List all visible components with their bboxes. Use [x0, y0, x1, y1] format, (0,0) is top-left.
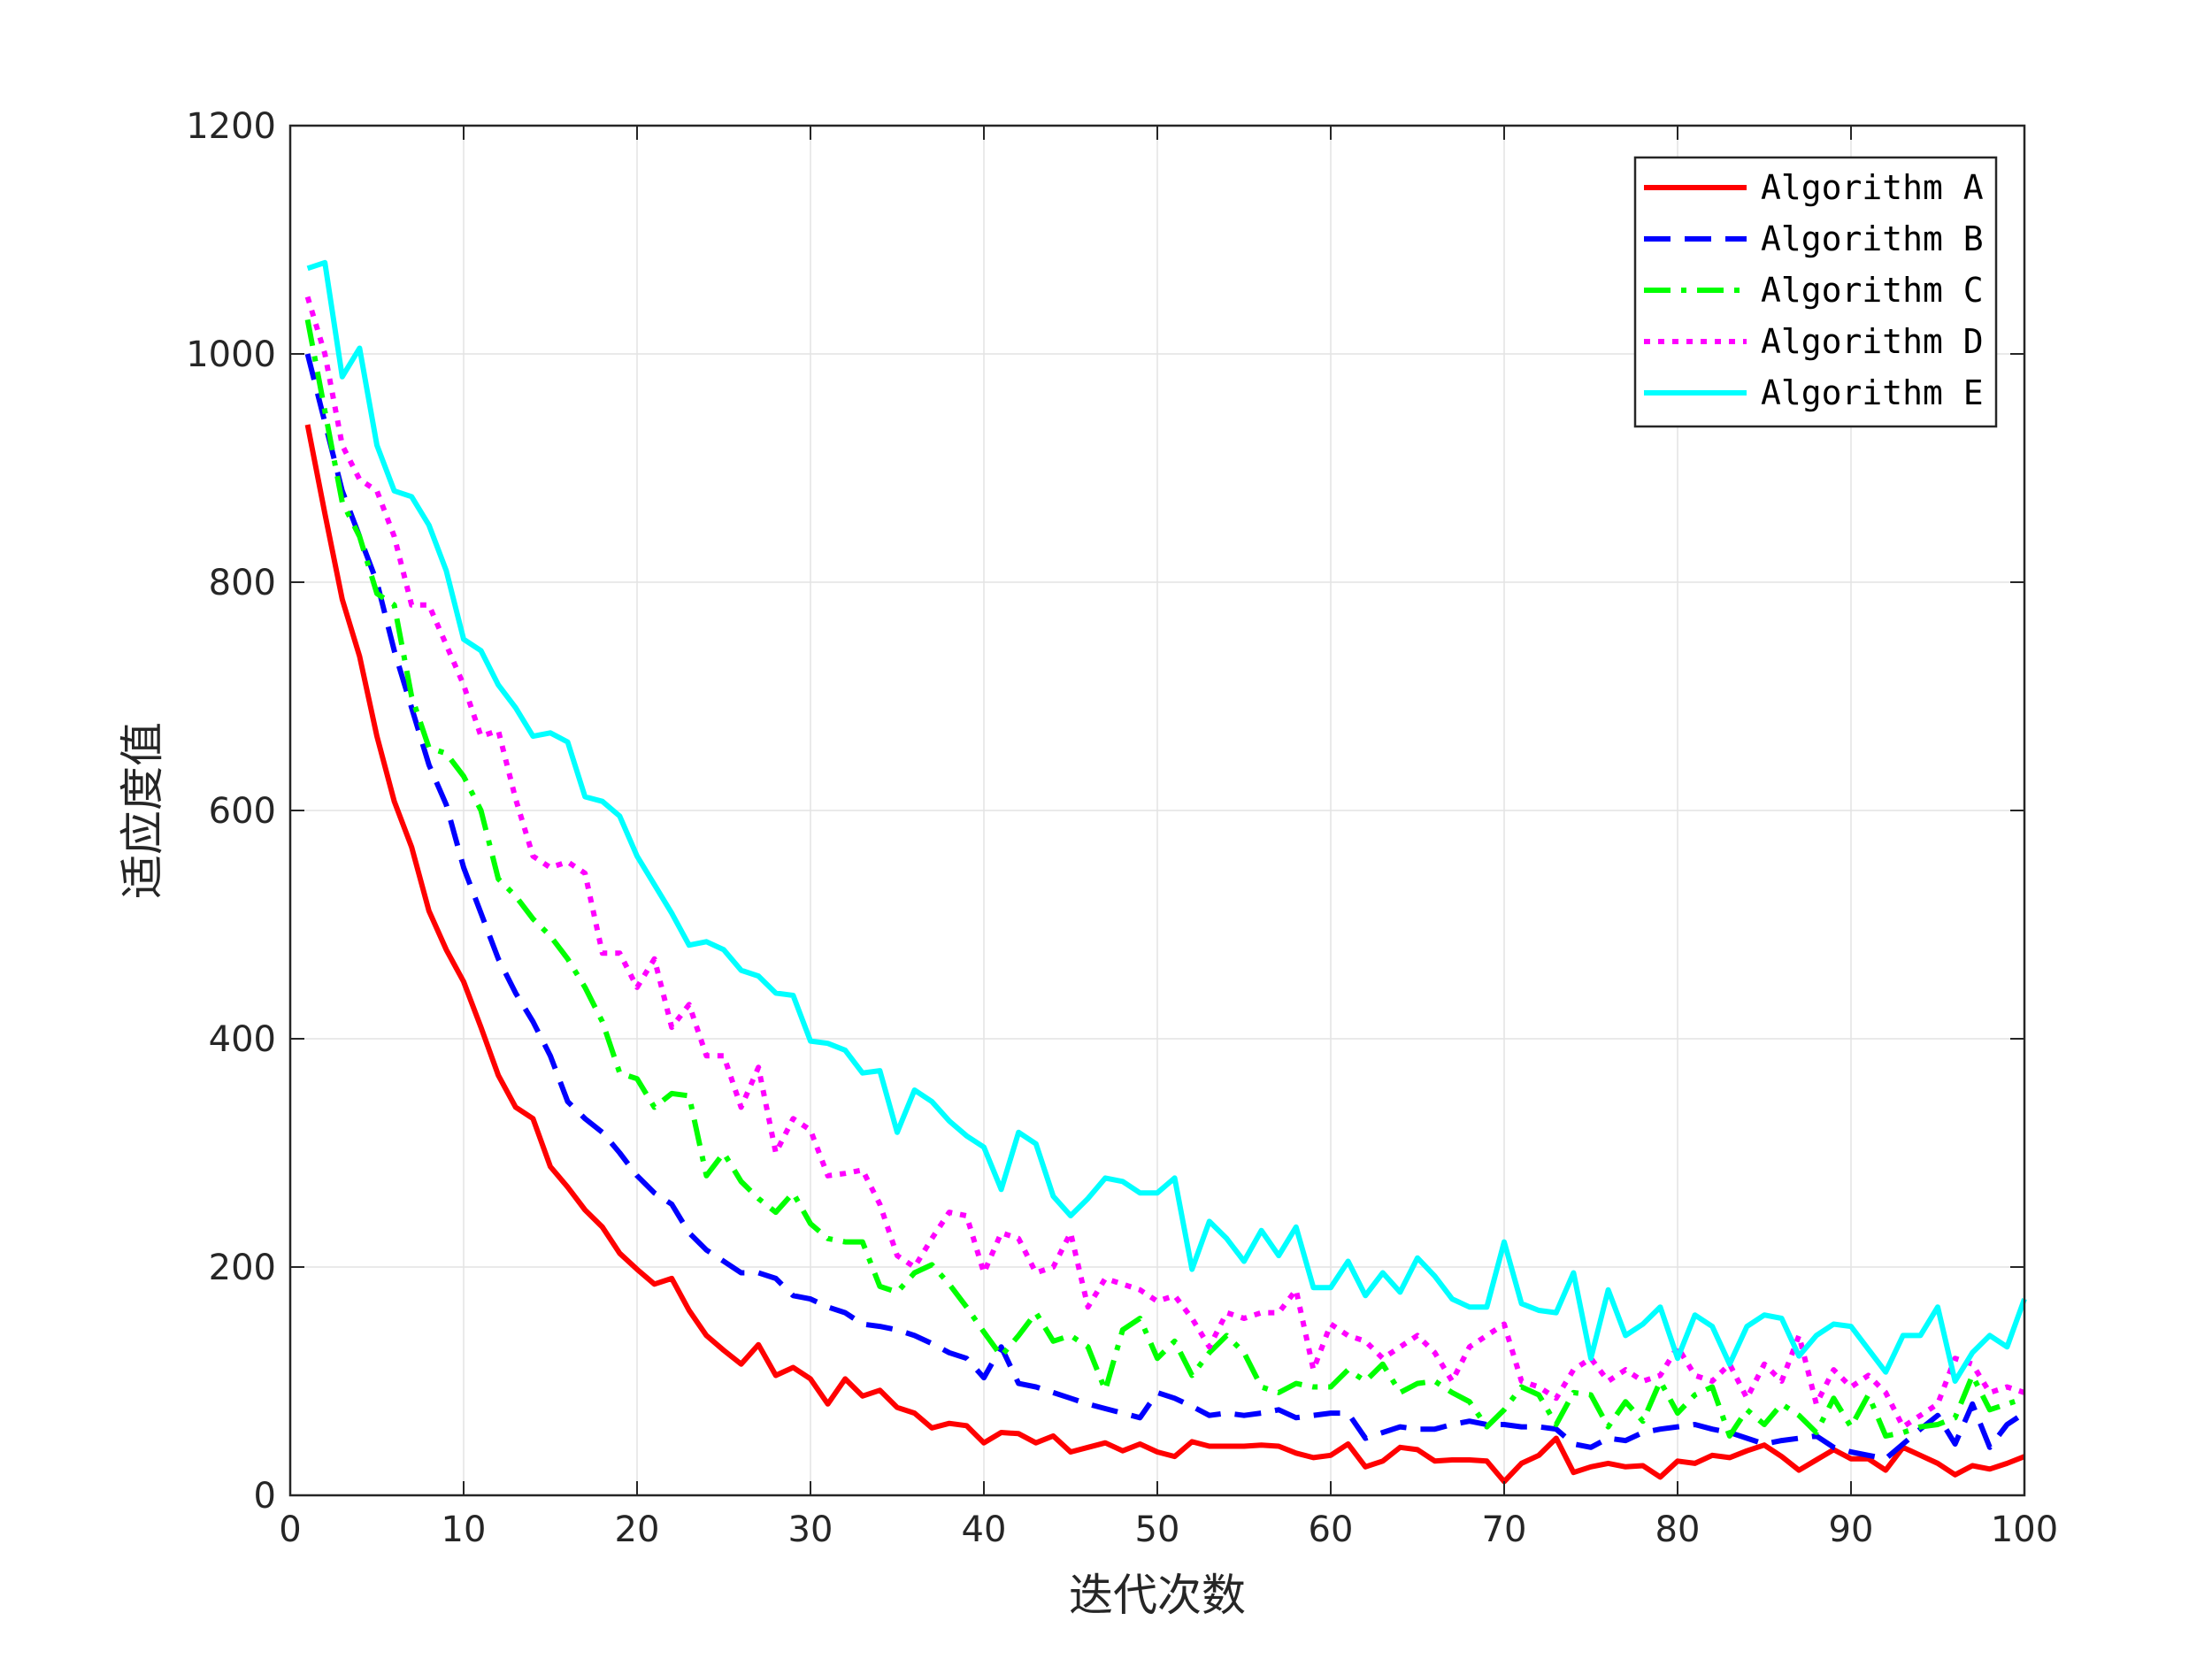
- series-line-c: [304, 319, 2025, 1439]
- x-tick-label: 30: [788, 1509, 833, 1550]
- series-line-b: [304, 353, 2026, 1462]
- x-tick-label: 0: [279, 1509, 301, 1550]
- series-layer: [304, 259, 2027, 1485]
- x-tick-label: 50: [1135, 1509, 1180, 1550]
- series-line-e: [306, 259, 2027, 1384]
- axis-ticks: 0 10 20 30 40 50 60 70 80 90 100020040060080010001…: [186, 106, 2058, 1550]
- legend-box: [1633, 156, 1998, 428]
- y-tick-label: 0: [254, 1476, 276, 1517]
- x-tick-label: 40: [962, 1509, 1007, 1550]
- legend-label: Algorithm B: [1761, 219, 1984, 258]
- x-tick-label: 60: [1309, 1509, 1354, 1550]
- y-tick-label: 400: [209, 1019, 276, 1060]
- x-tick-label: 90: [1829, 1509, 1874, 1550]
- series-line-d: [304, 296, 2025, 1430]
- x-axis-title: 迭代次数: [1069, 1570, 1246, 1621]
- y-tick-label: 200: [209, 1248, 276, 1288]
- y-tick-label: 1000: [186, 334, 276, 375]
- y-tick-label: 600: [209, 791, 276, 832]
- x-tick-label: 70: [1482, 1509, 1527, 1550]
- x-tick-label: 20: [615, 1509, 660, 1550]
- legend-label: Algorithm A: [1761, 168, 1984, 207]
- x-tick-label: 10: [442, 1509, 487, 1550]
- series-line-a: [304, 424, 2026, 1485]
- y-axis-title: 适应度值: [117, 722, 168, 899]
- y-tick-label: 800: [209, 563, 276, 603]
- legend: Algorithm A Algorithm B Algorithm C Algorit…: [1633, 156, 1998, 428]
- y-tick-label: 1200: [186, 106, 276, 147]
- legend-label: Algorithm D: [1761, 322, 1984, 361]
- x-tick-label: 100: [1991, 1509, 2058, 1550]
- x-tick-label: 80: [1655, 1509, 1701, 1550]
- legend-label: Algorithm E: [1761, 373, 1984, 412]
- legend-label: Algorithm C: [1761, 271, 1984, 310]
